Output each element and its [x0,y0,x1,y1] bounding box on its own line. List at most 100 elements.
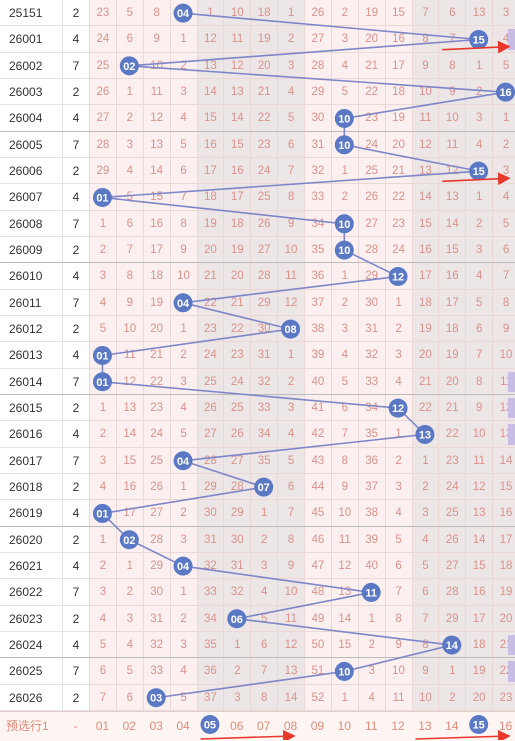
preselect-cell[interactable]: 08 [283,719,298,733]
preselect-cell[interactable]: 16 [498,719,513,733]
trend-cell: 1 [357,605,385,632]
trend-cell: 28 [250,263,278,290]
trend-cell: 23 [357,105,385,132]
trend-cell: 3 [357,658,385,685]
trend-cell: 7 [330,421,358,448]
trend-cell: 29 [438,605,466,632]
trend-cell: 5 [465,289,493,316]
issue-number: 26005 [0,131,62,158]
preselect-cell[interactable]: 01 [95,719,110,733]
trend-cell: 16 [465,579,493,606]
extra-value: 4 [62,500,89,527]
extra-value: 4 [62,184,89,211]
trend-cell: 19 [196,210,224,237]
trend-cell: 14 [411,184,439,211]
trend-cell: 33 [142,658,170,685]
trend-cell: 9 [330,473,358,501]
trend-cell: 12 [277,631,304,659]
trend-cell: 20 [142,315,170,343]
trend-cell: 8 [277,184,304,211]
trend-cell: 3 [492,157,515,185]
trend-cell: 18 [384,78,412,106]
table-row: 26011 7 4 9 19 04 22 21 29 12 37 2 30 1 18 17 5 8 [0,289,515,316]
trend-cell: 2 [277,368,304,395]
trend-cell: 22 [438,421,466,448]
trend-cell: 38 [304,315,331,343]
trend-cell: 15 [492,473,515,501]
preselect-cell[interactable]: 12 [391,719,405,733]
trend-cell: 26 [142,473,170,501]
trend-cell: 20 [438,368,466,395]
trend-cell: 22 [384,184,412,211]
table-row: 26021 4 2 1 29 04 32 31 3 9 47 12 40 6 5 27 15 18 [0,552,515,580]
trend-cell: 3 [169,631,197,659]
trend-cell: 8 [277,526,304,553]
trend-cell: 10 [169,263,197,290]
trend-cell: 6 [115,210,143,237]
preselect-cell[interactable]: 05 [203,719,217,733]
trend-cell: 6 [250,631,278,659]
trend-cell: 5 [384,526,412,553]
trend-cell: 15 [142,184,170,211]
issue-number: 26017 [0,447,62,474]
side-marker [508,29,515,50]
preselect-cell[interactable]: 02 [122,719,136,733]
preselect-cell[interactable]: 03 [149,719,163,733]
table-row: 26022 7 3 2 30 1 33 32 4 10 48 13 11 7 6 28 16 19 [0,579,515,606]
trend-cell: 29 [357,263,385,290]
preselect-cell[interactable]: 14 [445,719,459,733]
extra-value: 2 [62,78,89,106]
trend-cell: 3 [169,78,197,106]
trend-cell: 18 [411,289,439,316]
preselect-cell[interactable]: 09 [310,719,325,733]
trend-cell: 12 [115,368,143,395]
trend-cell: 3 [115,605,143,632]
trend-cell: 14 [223,105,251,132]
trend-cell: 23 [438,447,466,474]
preselect-cell[interactable]: 04 [176,719,190,733]
issue-number: 26016 [0,421,62,448]
preselect-cell[interactable]: 13 [418,719,432,733]
trend-cell: 7 [277,500,304,527]
preselect-cell[interactable]: 15 [472,719,486,733]
trend-cell: 19 [438,342,466,369]
preselect-cell[interactable]: 11 [364,719,378,733]
preselect-cell[interactable]: 10 [337,719,351,733]
trend-cell: 13 [277,658,304,685]
extra-value: 7 [62,52,89,79]
preselect-cell[interactable]: 07 [257,719,271,733]
trend-cell: 23 [384,210,412,237]
trend-cell: 10 [330,131,358,158]
trend-cell: 27 [304,26,331,53]
trend-cell: 15 [223,131,251,158]
trend-cell: 27 [250,236,278,264]
trend-cell: 26 [357,184,385,211]
trend-cell: 3 [411,500,439,527]
trend-cell: 4 [89,605,116,632]
trend-cell: 12 [384,263,412,290]
trend-cell: 20 [465,684,493,711]
issue-number: 26013 [0,342,62,369]
extra-value: 7 [62,210,89,237]
table-row: 26026 2 7 6 03 5 37 3 8 14 52 1 4 11 10 2 20 23 [0,684,515,711]
trend-cell: 01 [89,184,116,211]
issue-number: 26018 [0,473,62,501]
table-row: 26023 2 4 3 31 2 34 06 5 11 49 14 1 8 7 29 17 20 [0,605,515,632]
trend-cell: 5 [115,0,143,27]
trend-cell: 20 [384,131,412,158]
trend-cell: 33 [357,368,385,395]
trend-cell: 6 [115,684,143,711]
trend-cell: 10 [330,210,358,237]
preselect-cell[interactable]: 06 [230,719,244,733]
trend-cell: 36 [304,263,331,290]
trend-cell: 11 [223,26,251,53]
issue-number: 26012 [0,315,62,343]
trend-cell: 19 [223,236,251,264]
trend-cell: 5 [492,210,515,237]
extra-value: 7 [62,447,89,474]
table-row: 26024 4 5 4 32 3 35 1 6 12 50 15 2 9 8 14 18 21 [0,631,515,659]
trend-cell: 6 [411,579,439,606]
trend-cell: 2 [223,658,251,685]
trend-cell: 6 [277,131,304,158]
